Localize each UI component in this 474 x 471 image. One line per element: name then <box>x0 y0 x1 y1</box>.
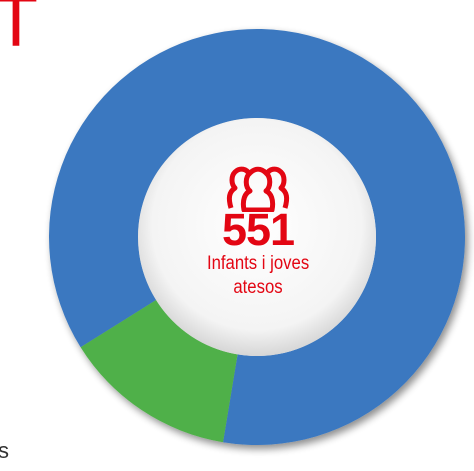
center-label-line-1: Infants i joves <box>206 253 310 274</box>
three-people-icon <box>226 166 290 212</box>
center-label-line-2: atesos <box>233 277 283 298</box>
center-summary: 551 Infants i joves atesos <box>175 162 341 322</box>
cropped-heading-letter: T <box>0 0 38 62</box>
donut-slice-green <box>80 300 238 443</box>
cropped-caption-letter: s <box>0 438 9 463</box>
donut-slice-blue <box>48 28 465 445</box>
total-count: 551 <box>221 204 295 255</box>
donut-hole <box>138 118 376 356</box>
